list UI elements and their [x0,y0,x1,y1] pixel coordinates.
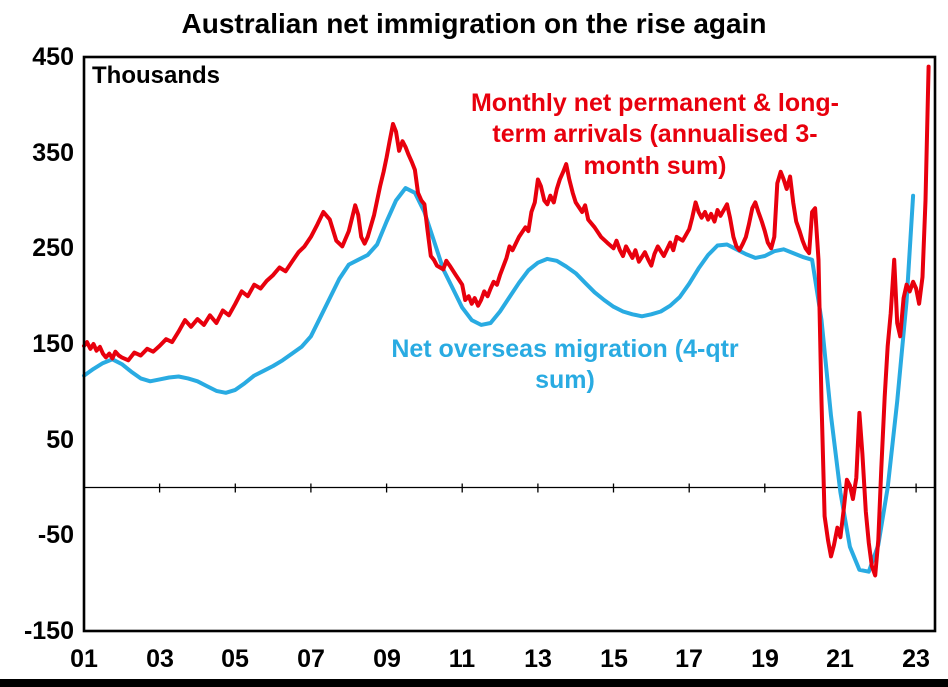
red-series-annotation: Monthly net permanent & long- term arriv… [470,89,840,180]
y-tick-label: 250 [32,234,74,262]
chart-title: Australian net immigration on the rise a… [181,8,767,39]
x-tick-label: 17 [675,645,703,673]
bottom-bar [0,679,948,687]
y-tick-label: 350 [32,139,74,167]
plot-border [82,55,937,633]
x-tick-label: 23 [902,645,930,673]
x-tick-label: 11 [448,645,476,673]
y-tick-label: 450 [32,43,74,71]
x-tick-label: 19 [751,645,779,673]
x-tick-label: 21 [826,645,854,673]
y-tick-label: 150 [32,330,74,358]
x-tick-label: 01 [70,645,98,673]
x-tick-label: 05 [221,645,249,673]
red-series-line [82,64,931,578]
x-tick-label: 15 [600,645,628,673]
y-tick-label: -150 [23,617,74,645]
y-tick-label: -50 [37,521,74,549]
y-tick-label: 50 [46,426,74,454]
x-tick-label: 03 [146,645,174,673]
y-axis-unit-label: Thousands [92,62,221,89]
x-tick-label: 09 [373,645,401,673]
x-tick-label: 13 [524,645,552,673]
x-tick-label: 07 [297,645,325,673]
blue-series-annotation: Net overseas migration (4-qtr sum) [391,335,739,395]
blue-series-line [82,186,916,574]
